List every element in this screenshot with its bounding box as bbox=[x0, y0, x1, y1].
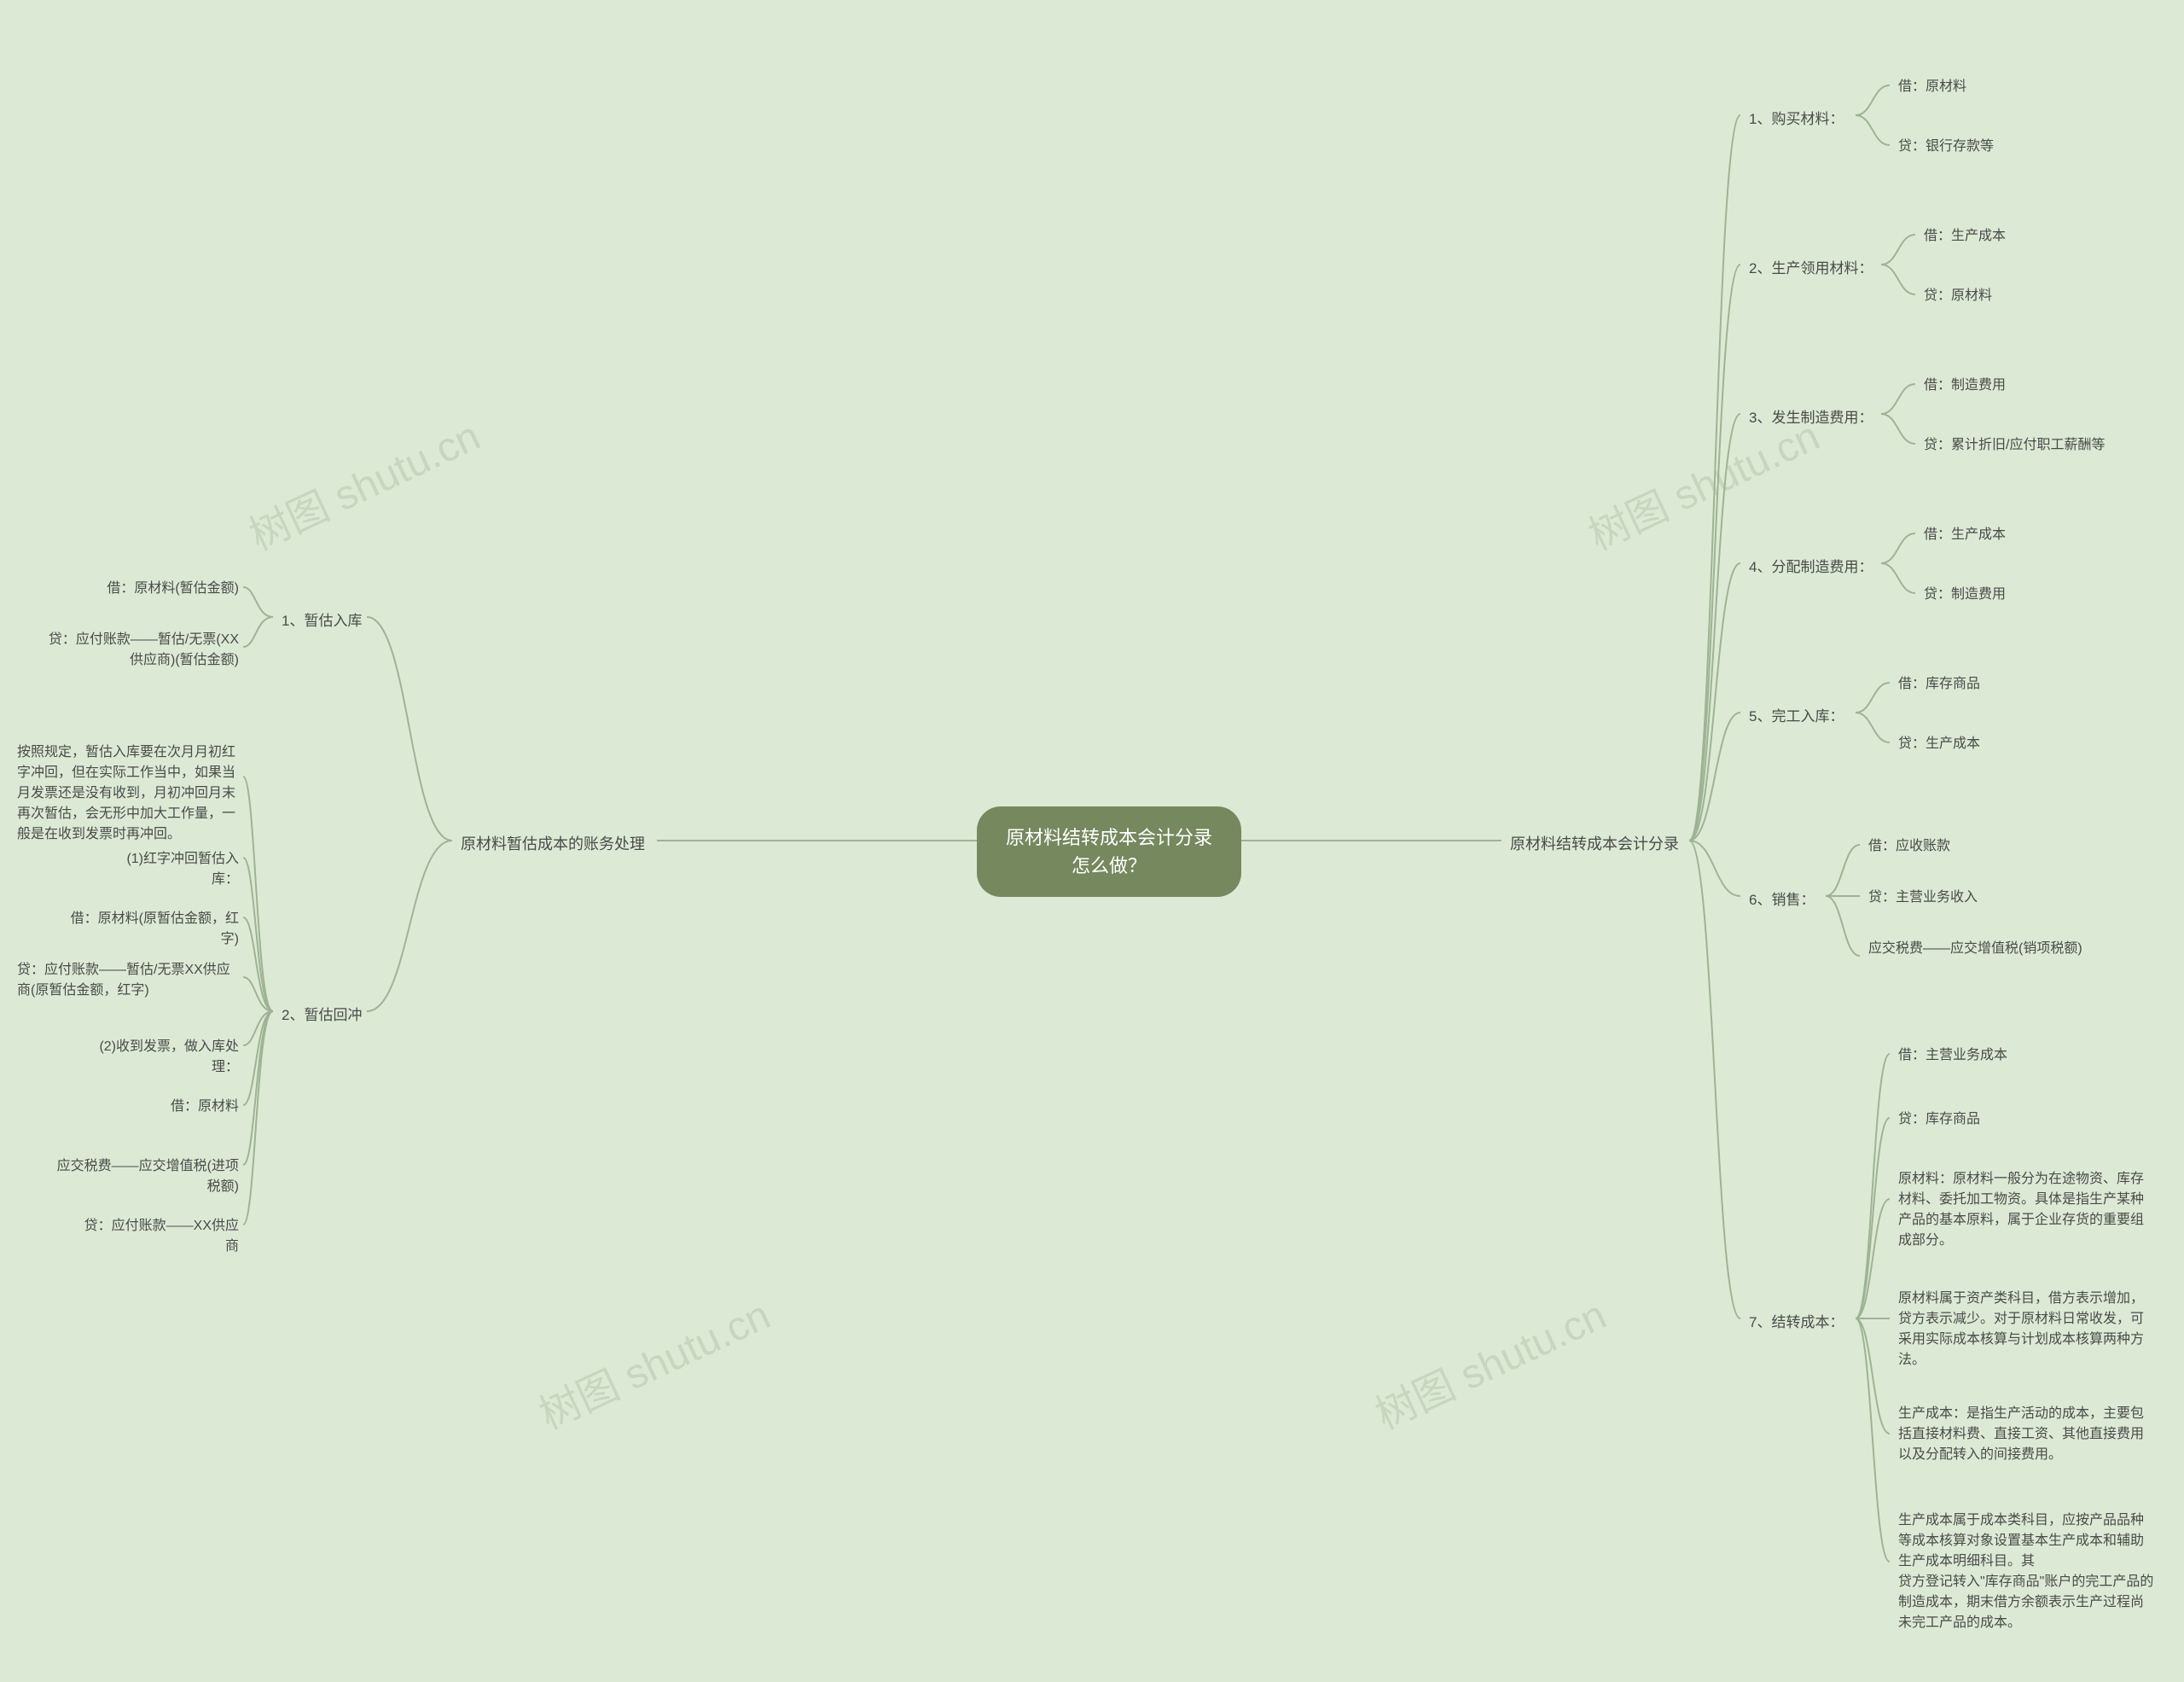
right-leaf: 生产成本属于成本类科目，应按产品品种等成本核算对象设置基本生产成本和辅助生产成本… bbox=[1898, 1510, 2154, 1633]
left-leaf: 借：原材料 bbox=[166, 1097, 239, 1117]
right-leaf: 贷：银行存款等 bbox=[1898, 137, 1994, 157]
watermark: 树图 shutu.cn bbox=[528, 1282, 778, 1440]
right-sub-1: 1、购买材料： bbox=[1749, 107, 1844, 128]
left-leaf: 按照规定，暂估入库要在次月月初红字冲回，但在实际工作当中，如果当月发票还是没有收… bbox=[17, 742, 241, 845]
right-sub-2: 2、生产领用材料： bbox=[1749, 256, 1873, 277]
root-line2: 怎么做？ bbox=[1072, 855, 1147, 876]
right-leaf: 应交税费——应交增值税(销项税额) bbox=[1868, 939, 2082, 959]
left-sub-1: 1、暂估入库 bbox=[282, 608, 362, 630]
right-leaf: 原材料：原材料一般分为在途物资、库存材料、委托加工物资。具体是指生产某种产品的基… bbox=[1898, 1169, 2154, 1251]
left-leaf: (2)收到发票，做入库处理： bbox=[90, 1037, 239, 1078]
watermark: 树图 shutu.cn bbox=[1364, 1282, 1614, 1440]
right-leaf: 贷：制造费用 bbox=[1924, 585, 2006, 605]
watermark: 树图 shutu.cn bbox=[238, 403, 488, 562]
right-leaf: 贷：累计折旧/应付职工薪酬等 bbox=[1924, 435, 2105, 456]
left-leaf: 借：原材料(暂估金额) bbox=[98, 579, 239, 599]
right-leaf: 借：主营业务成本 bbox=[1898, 1045, 2007, 1066]
right-leaf: 借：库存商品 bbox=[1898, 674, 1980, 695]
right-leaf: 生产成本：是指生产活动的成本，主要包括直接材料费、直接工资、其他直接费用以及分配… bbox=[1898, 1404, 2154, 1465]
right-leaf: 贷：库存商品 bbox=[1898, 1109, 1980, 1130]
right-leaf: 借：制造费用 bbox=[1924, 375, 2006, 396]
right-leaf: 原材料属于资产类科目，借方表示增加，贷方表示减少。对于原材料日常收发，可采用实际… bbox=[1898, 1289, 2154, 1371]
left-leaf: (1)红字冲回暂估入库： bbox=[115, 849, 239, 890]
left-leaf: 贷：应付账款——暂估/无票XX供应商(原暂估金额，红字) bbox=[17, 960, 241, 1001]
right-leaf: 借：原材料 bbox=[1898, 77, 1966, 97]
right-leaf: 贷：主营业务收入 bbox=[1868, 888, 1978, 908]
right-leaf: 贷：生产成本 bbox=[1898, 734, 1980, 754]
right-branch: 原材料结转成本会计分录 bbox=[1510, 832, 1679, 854]
left-sub-2: 2、暂估回冲 bbox=[282, 1003, 362, 1024]
left-branch: 原材料暂估成本的账务处理 bbox=[461, 832, 645, 854]
left-leaf: 贷：应付账款——XX供应商 bbox=[81, 1216, 239, 1257]
left-leaf: 贷：应付账款——暂估/无票(XX供应商)(暂估金额) bbox=[47, 630, 239, 671]
right-sub-3: 3、发生制造费用： bbox=[1749, 405, 1873, 427]
right-leaf: 借：应收账款 bbox=[1868, 836, 1950, 857]
root-node: 原材料结转成本会计分录 怎么做？ bbox=[977, 806, 1241, 897]
right-sub-7: 7、结转成本： bbox=[1749, 1310, 1844, 1331]
right-leaf: 借：生产成本 bbox=[1924, 226, 2006, 247]
right-sub-6: 6、销售： bbox=[1749, 888, 1815, 909]
right-sub-5: 5、完工入库： bbox=[1749, 704, 1844, 725]
root-line1: 原材料结转成本会计分录 bbox=[1006, 827, 1212, 848]
left-leaf: 借：原材料(原暂估金额，红字) bbox=[64, 909, 239, 950]
left-leaf: 应交税费——应交增值税(进项税额) bbox=[47, 1156, 239, 1197]
right-sub-4: 4、分配制造费用： bbox=[1749, 555, 1873, 576]
right-leaf: 贷：原材料 bbox=[1924, 286, 1992, 306]
right-leaf: 借：生产成本 bbox=[1924, 525, 2006, 545]
